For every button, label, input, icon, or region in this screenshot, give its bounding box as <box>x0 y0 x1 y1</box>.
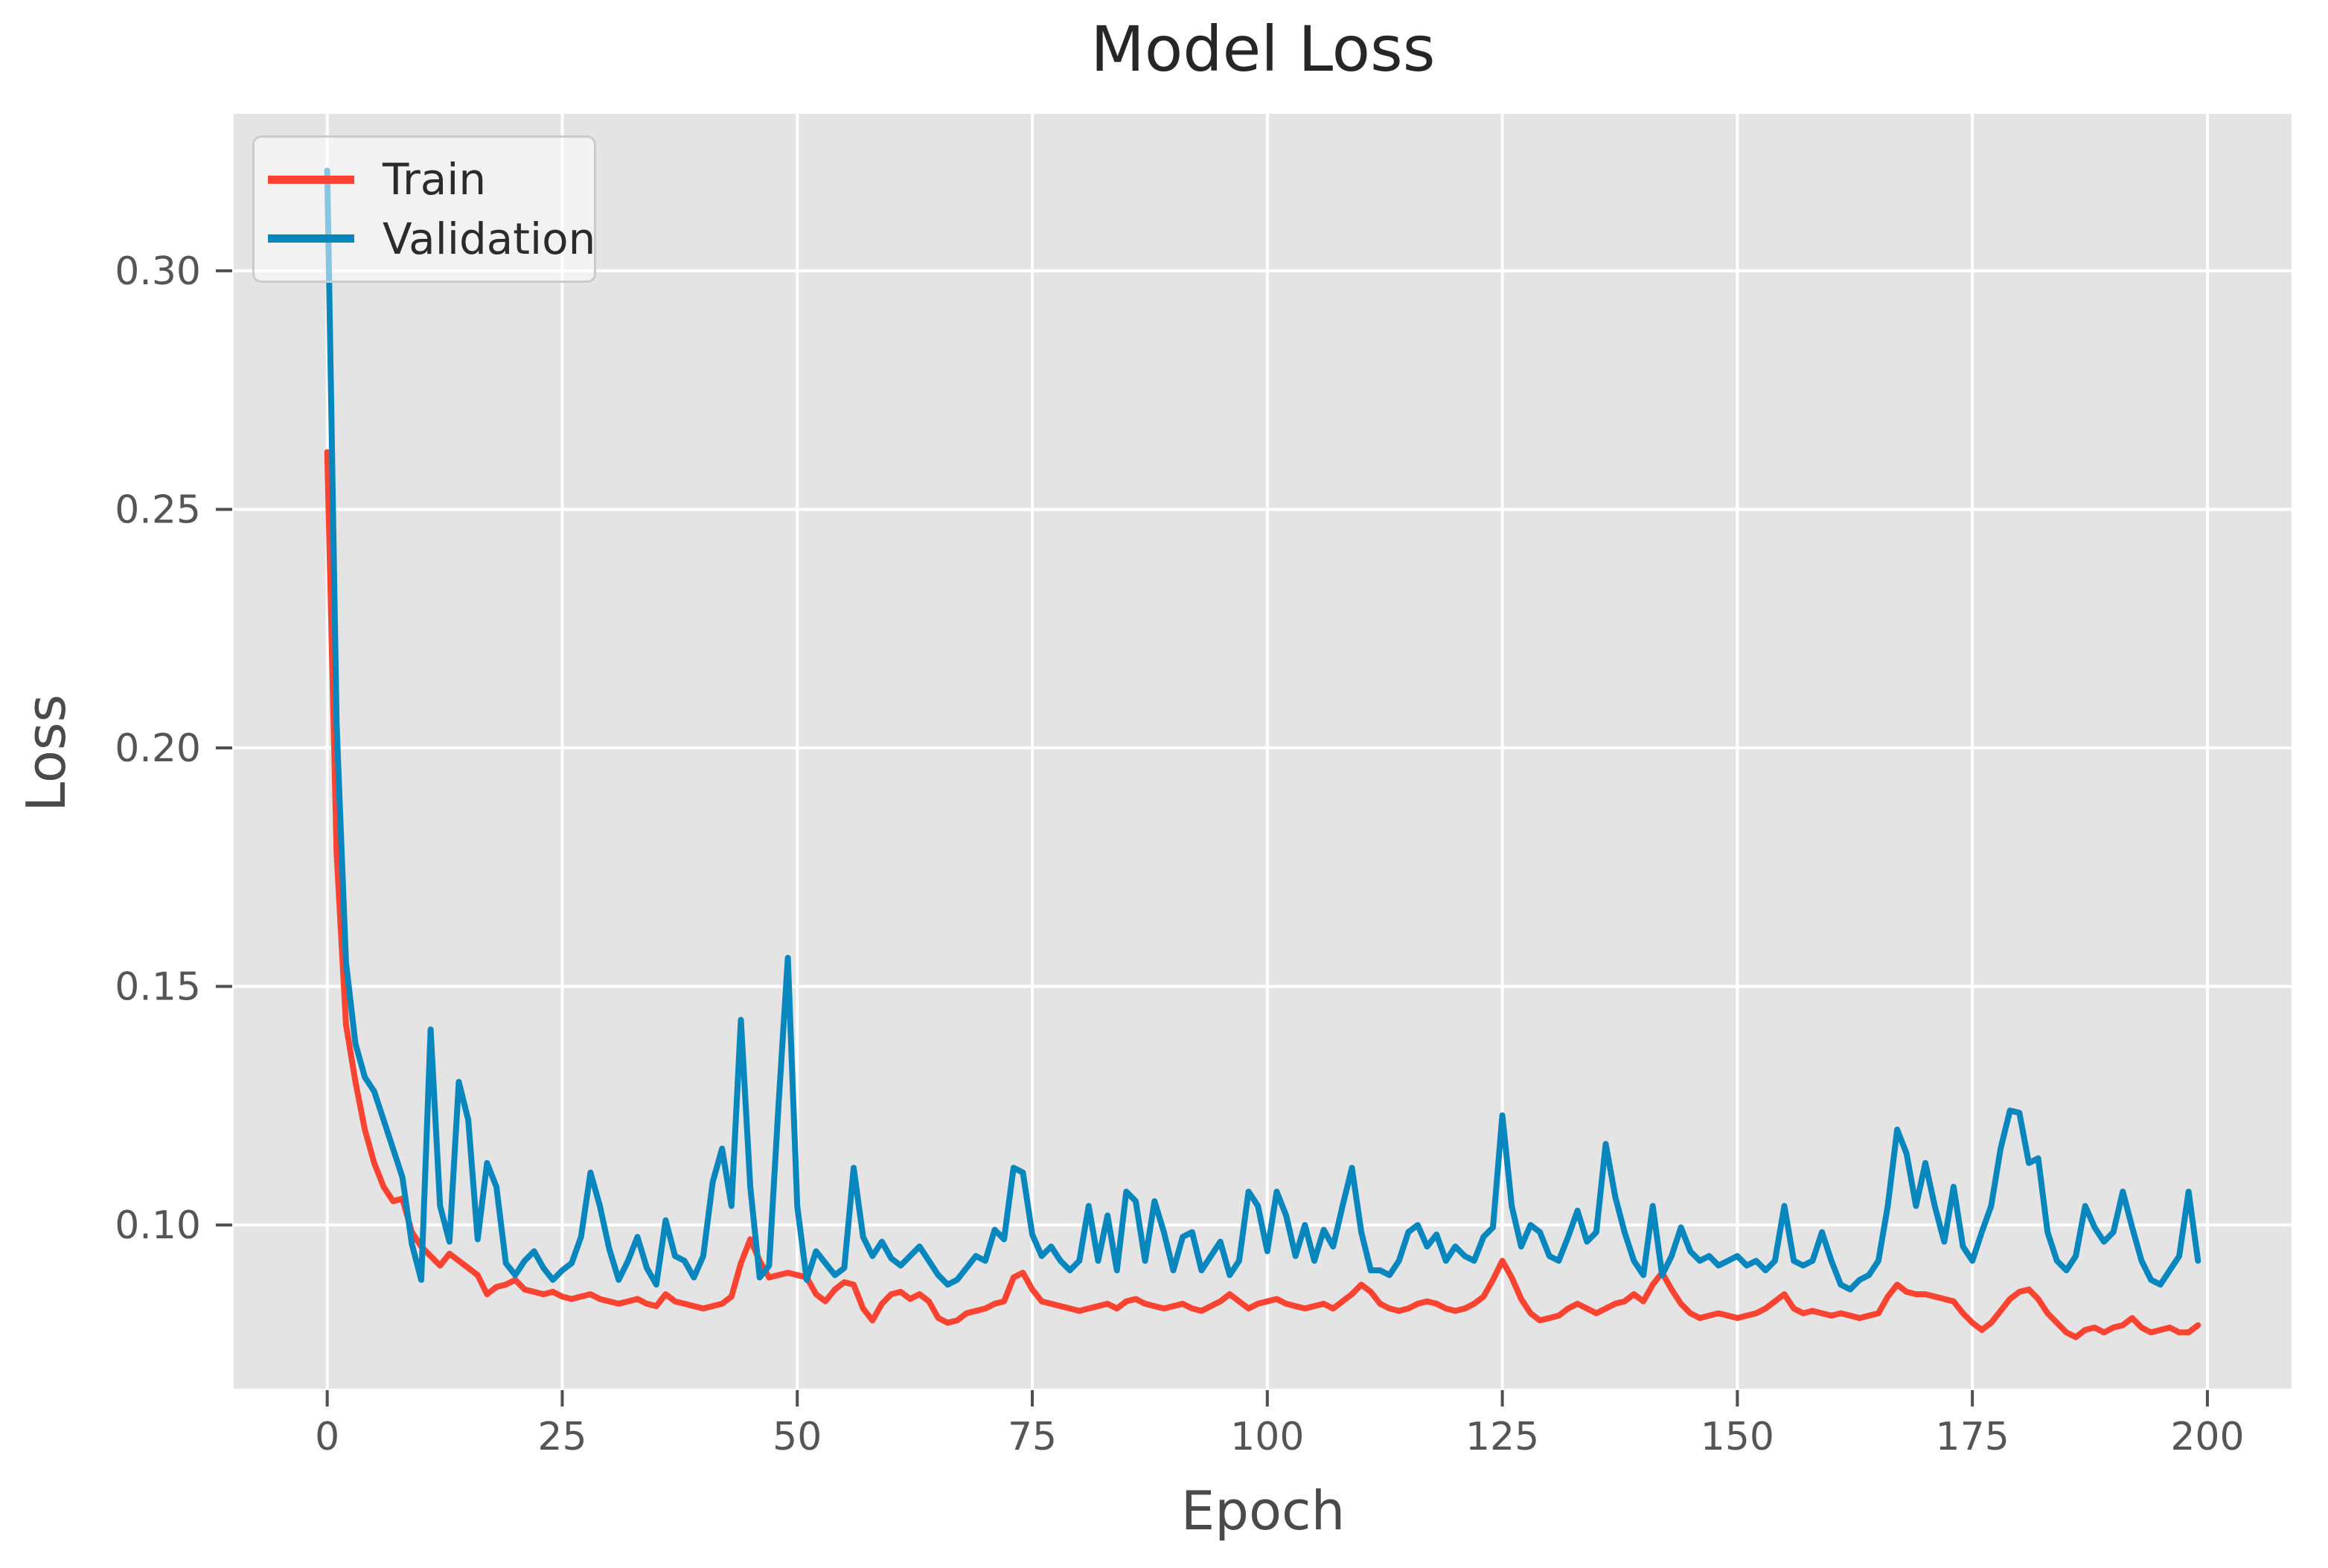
legend-item-train: Train <box>268 158 581 201</box>
x-tick-label-200: 200 <box>2170 1415 2244 1459</box>
y-tick-label-0.20: 0.20 <box>115 726 201 771</box>
y-tick-label-0.10: 0.10 <box>115 1203 201 1248</box>
train-line <box>324 449 2201 1340</box>
validation-line-swatch <box>268 234 354 243</box>
x-tick-label-100: 100 <box>1230 1415 1304 1459</box>
validation-line <box>324 167 2201 1293</box>
x-tick-label-150: 150 <box>1701 1415 1774 1459</box>
y-tick-label-0.15: 0.15 <box>115 965 201 1010</box>
train-line-swatch <box>268 175 354 184</box>
y-axis-label: Loss <box>15 694 77 812</box>
x-axis-label: Epoch <box>1180 1479 1346 1542</box>
x-tick-label-50: 50 <box>773 1415 822 1459</box>
y-tick-label-0.30: 0.30 <box>115 249 201 294</box>
legend: Train Validation <box>252 135 596 283</box>
legend-label-train: Train <box>383 154 487 205</box>
legend-item-validation: Validation <box>268 217 595 260</box>
chart-title: Model Loss <box>1090 13 1436 86</box>
x-tick-label-125: 125 <box>1465 1415 1539 1459</box>
x-tick-label-175: 175 <box>1936 1415 2009 1459</box>
y-tick-label-0.25: 0.25 <box>115 487 201 532</box>
plot-area <box>234 114 2292 1389</box>
x-tick-label-0: 0 <box>315 1415 339 1459</box>
x-tick-label-25: 25 <box>537 1415 586 1459</box>
x-tick-label-75: 75 <box>1008 1415 1057 1459</box>
legend-label-validation: Validation <box>383 213 596 264</box>
